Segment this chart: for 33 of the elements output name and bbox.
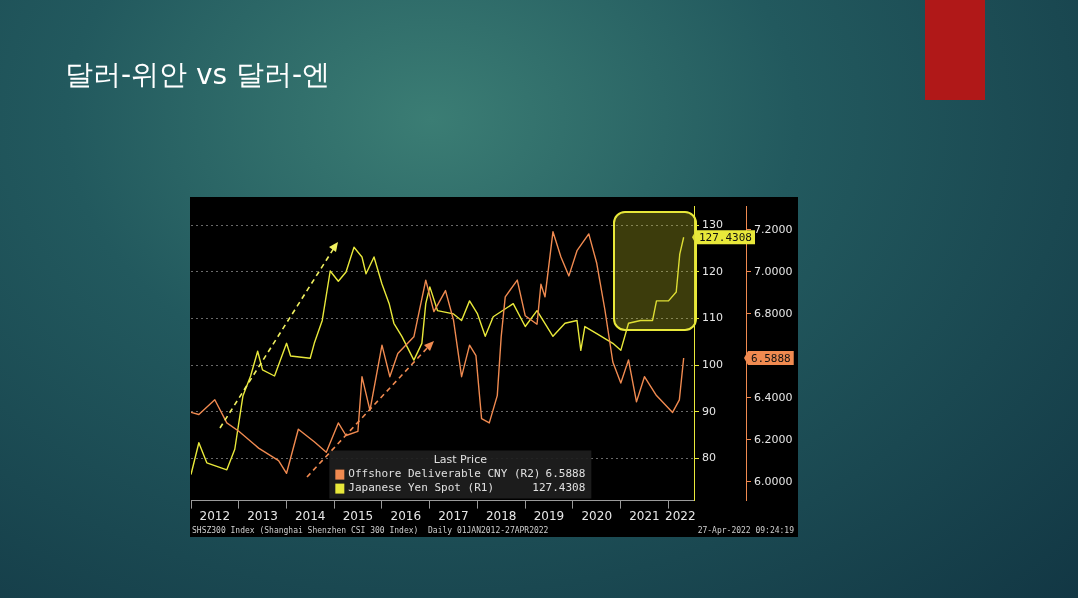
y2-tick-label: 6.2000 — [754, 432, 793, 446]
y-tick-label: 90 — [702, 404, 716, 418]
y2-tick-label: 6.8000 — [754, 306, 793, 320]
x-tick-label: 2017 — [438, 508, 469, 523]
legend-title: Last Price — [433, 453, 488, 467]
x-tick-label: 2022 — [665, 508, 696, 523]
y2-tick-label: 7.0000 — [754, 264, 793, 278]
x-tick-label: 2013 — [247, 508, 278, 523]
legend-label: Japanese Yen Spot (R1) — [348, 481, 495, 495]
y2-tick-label: 7.2000 — [754, 222, 793, 236]
y-tick-label: 110 — [702, 311, 723, 325]
annotation: 6.5888 — [545, 467, 586, 481]
text: 127.4308 — [699, 231, 752, 245]
x-tick-label: 2019 — [533, 508, 565, 523]
y2-tick-label: 6.4000 — [754, 390, 793, 404]
y2-tick-label: 6.0000 — [754, 474, 793, 488]
y-tick-label: 130 — [702, 218, 723, 232]
y-tick-label: 80 — [702, 451, 716, 465]
chart-title: 달러-위안 vs 달러-엔 — [65, 57, 331, 93]
text: 27-Apr-2022 09:24:19 — [697, 526, 795, 536]
x-tick-label: 2018 — [485, 508, 517, 523]
legend-label: Offshore Deliverable CNY (R2) — [348, 467, 541, 481]
x-tick-label: 2021 — [629, 508, 660, 523]
y-tick-label: 100 — [702, 358, 723, 372]
x-tick-label: 2020 — [581, 508, 613, 523]
text: 6.5888 — [751, 351, 791, 365]
x-tick-label: 2015 — [342, 508, 374, 523]
y-tick-label: 120 — [702, 264, 723, 278]
x-tick-label: 2012 — [199, 508, 231, 523]
annotation: 127.4308 — [532, 481, 586, 495]
text: SHSZ300 Index (Shanghai Shenzhen CSI 300 Index) Daily 01JAN2012-27APR2022 — [192, 526, 549, 536]
x-tick-label: 2014 — [294, 508, 326, 523]
x-tick-label: 2016 — [390, 508, 422, 523]
